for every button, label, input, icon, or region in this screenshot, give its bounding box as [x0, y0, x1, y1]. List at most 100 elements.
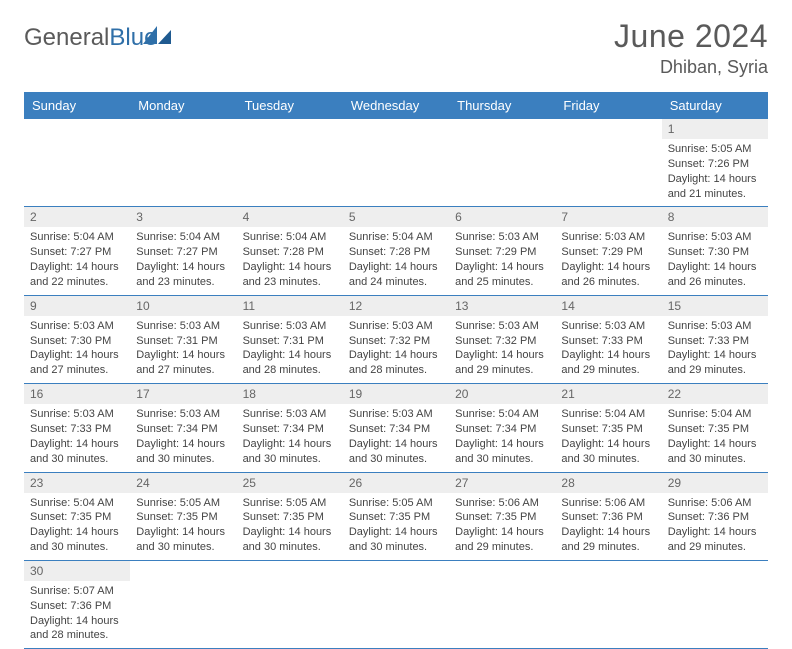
sunrise-text: Sunrise: 5:03 AM	[136, 319, 230, 334]
header: GeneralBlue June 2024 Dhiban, Syria	[24, 18, 768, 78]
day-cell	[237, 139, 343, 207]
day-cell: Sunrise: 5:05 AMSunset: 7:26 PMDaylight:…	[662, 139, 768, 207]
weekday-header: Wednesday	[343, 92, 449, 119]
day-content-row: Sunrise: 5:04 AMSunset: 7:27 PMDaylight:…	[24, 227, 768, 295]
sunrise-text: Sunrise: 5:04 AM	[30, 496, 124, 511]
daylight-text: Daylight: 14 hours and 29 minutes.	[455, 525, 549, 555]
sunrise-text: Sunrise: 5:03 AM	[243, 319, 337, 334]
day-cell: Sunrise: 5:06 AMSunset: 7:36 PMDaylight:…	[555, 493, 661, 561]
sunset-text: Sunset: 7:33 PM	[561, 334, 655, 349]
day-cell: Sunrise: 5:03 AMSunset: 7:33 PMDaylight:…	[555, 316, 661, 384]
daylight-text: Daylight: 14 hours and 30 minutes.	[455, 437, 549, 467]
day-cell: Sunrise: 5:03 AMSunset: 7:32 PMDaylight:…	[449, 316, 555, 384]
day-number	[237, 560, 343, 581]
day-number: 17	[130, 384, 236, 405]
sunset-text: Sunset: 7:33 PM	[668, 334, 762, 349]
sunrise-text: Sunrise: 5:03 AM	[668, 230, 762, 245]
sunrise-text: Sunrise: 5:04 AM	[455, 407, 549, 422]
sunrise-text: Sunrise: 5:05 AM	[136, 496, 230, 511]
sunrise-text: Sunrise: 5:04 AM	[30, 230, 124, 245]
sunrise-text: Sunrise: 5:03 AM	[349, 407, 443, 422]
brand-logo: GeneralBlue	[24, 18, 171, 52]
day-content-row: Sunrise: 5:03 AMSunset: 7:30 PMDaylight:…	[24, 316, 768, 384]
day-cell	[449, 139, 555, 207]
sunrise-text: Sunrise: 5:03 AM	[349, 319, 443, 334]
weekday-header: Saturday	[662, 92, 768, 119]
sunset-text: Sunset: 7:35 PM	[455, 510, 549, 525]
day-cell: Sunrise: 5:04 AMSunset: 7:27 PMDaylight:…	[24, 227, 130, 295]
sunset-text: Sunset: 7:31 PM	[243, 334, 337, 349]
sunrise-text: Sunrise: 5:03 AM	[668, 319, 762, 334]
sunset-text: Sunset: 7:28 PM	[243, 245, 337, 260]
sunrise-text: Sunrise: 5:03 AM	[30, 407, 124, 422]
sunset-text: Sunset: 7:34 PM	[455, 422, 549, 437]
day-number	[555, 560, 661, 581]
calendar-table: SundayMondayTuesdayWednesdayThursdayFrid…	[24, 92, 768, 649]
brand-text: GeneralBlue	[24, 24, 157, 52]
sunset-text: Sunset: 7:36 PM	[30, 599, 124, 614]
daylight-text: Daylight: 14 hours and 28 minutes.	[30, 614, 124, 644]
sunrise-text: Sunrise: 5:06 AM	[455, 496, 549, 511]
daylight-text: Daylight: 14 hours and 29 minutes.	[668, 525, 762, 555]
day-number: 18	[237, 384, 343, 405]
day-number	[130, 119, 236, 139]
sunset-text: Sunset: 7:35 PM	[668, 422, 762, 437]
day-number: 22	[662, 384, 768, 405]
daylight-text: Daylight: 14 hours and 30 minutes.	[136, 525, 230, 555]
day-number: 23	[24, 472, 130, 493]
day-content-row: Sunrise: 5:05 AMSunset: 7:26 PMDaylight:…	[24, 139, 768, 207]
sunset-text: Sunset: 7:30 PM	[668, 245, 762, 260]
sunrise-text: Sunrise: 5:03 AM	[30, 319, 124, 334]
day-cell: Sunrise: 5:03 AMSunset: 7:30 PMDaylight:…	[24, 316, 130, 384]
daylight-text: Daylight: 14 hours and 28 minutes.	[243, 348, 337, 378]
location: Dhiban, Syria	[614, 57, 768, 78]
daylight-text: Daylight: 14 hours and 30 minutes.	[349, 437, 443, 467]
sunrise-text: Sunrise: 5:04 AM	[668, 407, 762, 422]
day-number	[662, 560, 768, 581]
day-cell	[24, 139, 130, 207]
daylight-text: Daylight: 14 hours and 30 minutes.	[243, 437, 337, 467]
day-cell: Sunrise: 5:05 AMSunset: 7:35 PMDaylight:…	[343, 493, 449, 561]
day-number: 26	[343, 472, 449, 493]
day-cell: Sunrise: 5:04 AMSunset: 7:28 PMDaylight:…	[237, 227, 343, 295]
daylight-text: Daylight: 14 hours and 21 minutes.	[668, 172, 762, 202]
daylight-text: Daylight: 14 hours and 30 minutes.	[243, 525, 337, 555]
daylight-text: Daylight: 14 hours and 23 minutes.	[243, 260, 337, 290]
day-cell	[343, 139, 449, 207]
weekday-header: Tuesday	[237, 92, 343, 119]
day-number-row: 16171819202122	[24, 384, 768, 405]
day-number: 30	[24, 560, 130, 581]
day-cell: Sunrise: 5:04 AMSunset: 7:35 PMDaylight:…	[24, 493, 130, 561]
sail-icon	[143, 26, 171, 44]
day-cell: Sunrise: 5:03 AMSunset: 7:34 PMDaylight:…	[130, 404, 236, 472]
daylight-text: Daylight: 14 hours and 22 minutes.	[30, 260, 124, 290]
day-number-row: 2345678	[24, 207, 768, 228]
sunset-text: Sunset: 7:29 PM	[455, 245, 549, 260]
sunrise-text: Sunrise: 5:07 AM	[30, 584, 124, 599]
day-number: 14	[555, 295, 661, 316]
sunset-text: Sunset: 7:34 PM	[136, 422, 230, 437]
day-number: 3	[130, 207, 236, 228]
day-number: 4	[237, 207, 343, 228]
sunrise-text: Sunrise: 5:04 AM	[561, 407, 655, 422]
day-cell	[237, 581, 343, 649]
daylight-text: Daylight: 14 hours and 30 minutes.	[136, 437, 230, 467]
weekday-header: Monday	[130, 92, 236, 119]
sunset-text: Sunset: 7:36 PM	[668, 510, 762, 525]
day-number	[237, 119, 343, 139]
day-cell: Sunrise: 5:05 AMSunset: 7:35 PMDaylight:…	[237, 493, 343, 561]
daylight-text: Daylight: 14 hours and 28 minutes.	[349, 348, 443, 378]
daylight-text: Daylight: 14 hours and 30 minutes.	[349, 525, 443, 555]
day-cell	[130, 139, 236, 207]
sunset-text: Sunset: 7:28 PM	[349, 245, 443, 260]
day-number: 28	[555, 472, 661, 493]
daylight-text: Daylight: 14 hours and 29 minutes.	[668, 348, 762, 378]
day-number: 6	[449, 207, 555, 228]
day-content-row: Sunrise: 5:07 AMSunset: 7:36 PMDaylight:…	[24, 581, 768, 649]
day-cell	[555, 581, 661, 649]
sunrise-text: Sunrise: 5:03 AM	[136, 407, 230, 422]
sunrise-text: Sunrise: 5:04 AM	[243, 230, 337, 245]
brand-part1: General	[24, 24, 109, 51]
day-cell: Sunrise: 5:03 AMSunset: 7:32 PMDaylight:…	[343, 316, 449, 384]
day-cell: Sunrise: 5:03 AMSunset: 7:33 PMDaylight:…	[662, 316, 768, 384]
